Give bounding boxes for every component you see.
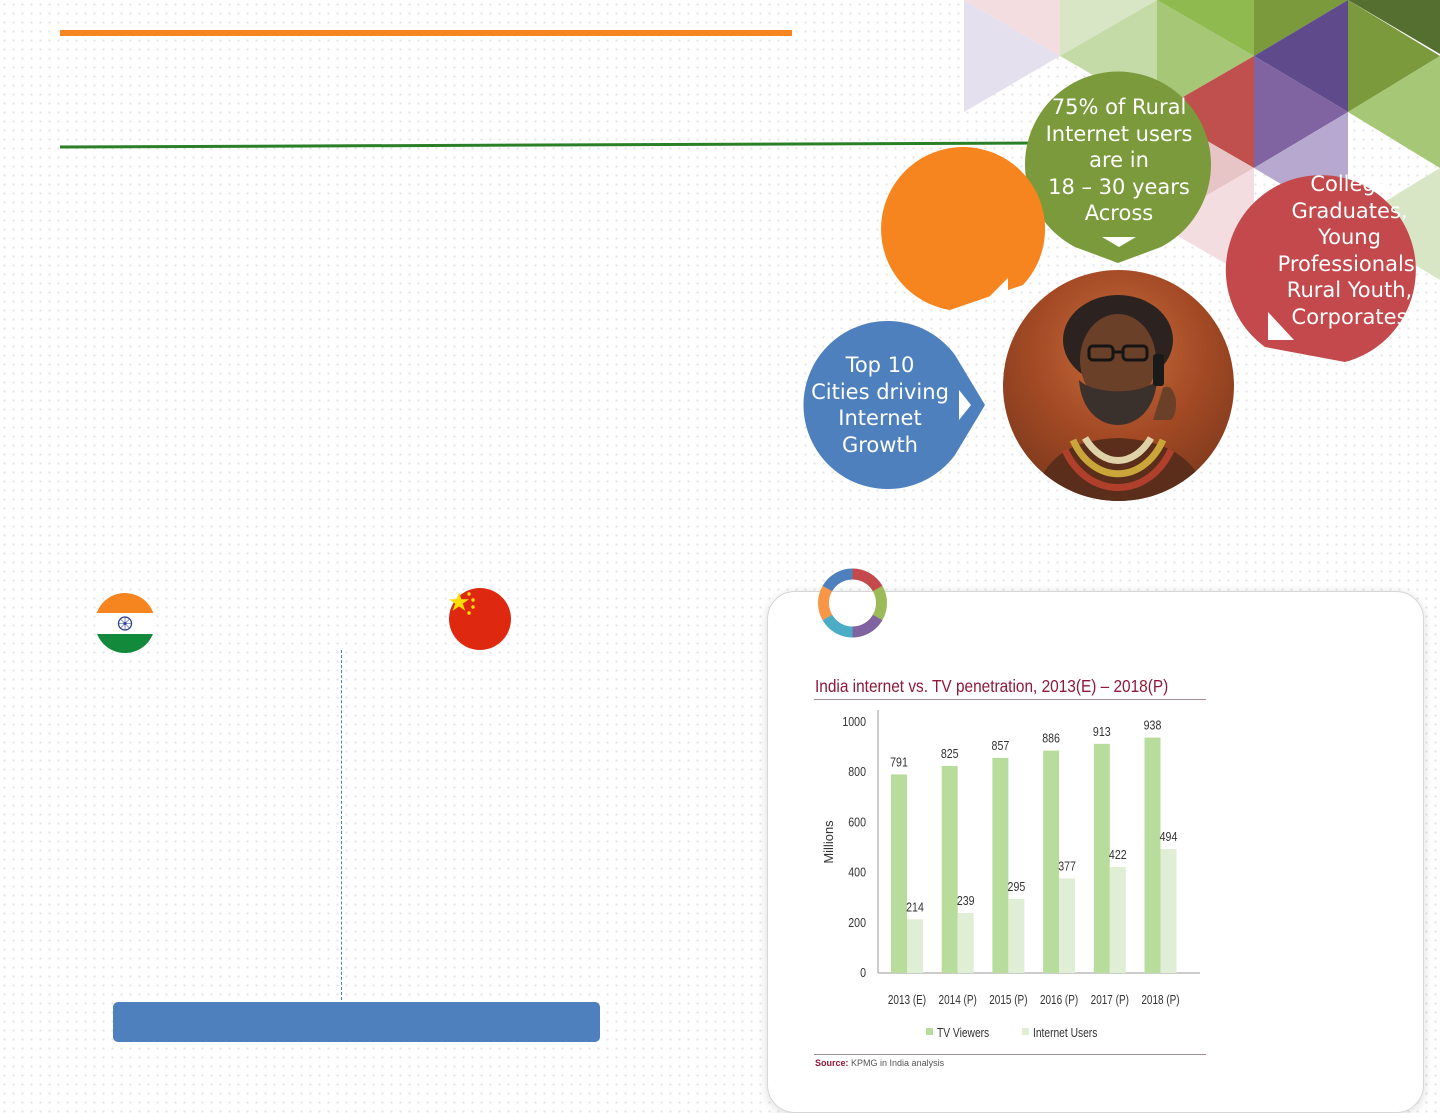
data-label: 295 [1008, 880, 1026, 894]
y-tick-label: 200 [848, 916, 866, 930]
data-label: 214 [906, 901, 924, 915]
segments-bubble [1225, 175, 1416, 362]
chart-axes: 0 200 400 600 800 1000 Millions 2013 (E) 2014 (P… [821, 710, 1200, 1007]
data-label: 938 [1144, 719, 1162, 733]
legend-label: Internet Users [1033, 1027, 1098, 1040]
y-tick-label: 400 [848, 866, 866, 880]
y-axis-label: Millions [821, 820, 836, 864]
legend-swatch [1022, 1028, 1029, 1035]
legend-swatch [926, 1028, 933, 1035]
cities-line-2: Cities driving [811, 379, 949, 404]
cities-line-1: Top 10 [845, 353, 915, 377]
bar-internet [907, 919, 923, 973]
decoration-layer [59, 0, 1440, 653]
orange-bubble-pointer-icon [989, 278, 1008, 297]
rural-line-5: Across [1084, 201, 1154, 225]
bar-chart: 0 200 400 600 800 1000 Millions 2013 (E) 2014 (P… [821, 710, 1200, 1040]
bar-internet [1008, 898, 1025, 973]
chart-source: Source: KPMG in India analysis [815, 1058, 944, 1068]
data-label: 494 [1160, 830, 1178, 844]
bar-internet [1059, 878, 1076, 973]
bar-tv [1043, 750, 1060, 973]
rural-users-bubble [1025, 71, 1211, 263]
y-tick-label: 1000 [842, 715, 866, 729]
segments-line-2: Graduates, [1291, 198, 1408, 223]
chart-bars [891, 737, 1177, 973]
rural-line-1: 75% of Rural [1051, 95, 1187, 119]
x-tick-label: 2015 (P) [989, 994, 1027, 1007]
header-orange-rule [60, 30, 792, 36]
bar-internet [1109, 867, 1126, 973]
triangle-mosaic [964, 0, 1440, 280]
rural-line-3: are in [1089, 148, 1149, 172]
y-tick-label: 600 [848, 816, 866, 830]
segments-line-1: College [1310, 172, 1389, 196]
x-tick-label: 2013 (E) [888, 994, 926, 1007]
rural-users-text: 75% of Rural Internet users are in 18 – … [1028, 94, 1210, 227]
data-label: 791 [890, 756, 908, 770]
chart-labels: 791 214 825 239 857 295 886 377 913 422 938 494 [890, 719, 1178, 915]
bar-internet [957, 913, 974, 973]
cities-line-4: Growth [841, 432, 918, 457]
data-label: 239 [957, 894, 975, 908]
data-label: 825 [941, 747, 959, 761]
comparison-banner [113, 1002, 600, 1042]
donut-chart-icon [818, 568, 887, 638]
cities-text: Top 10 Cities driving Internet Growth [800, 352, 960, 458]
orange-bubble [881, 147, 1046, 310]
photo-illustration [1033, 295, 1208, 501]
data-label: 913 [1093, 725, 1111, 739]
segments-line-4: Professionals, [1277, 251, 1422, 276]
y-tick-label: 0 [860, 966, 866, 980]
source-text: KPMG in India analysis [851, 1058, 945, 1068]
segments-line-6: Corporates [1291, 304, 1408, 329]
bar-tv [891, 774, 907, 973]
rural-line-4: 18 – 30 years [1048, 174, 1190, 199]
bar-tv [941, 765, 958, 973]
india-flag [95, 593, 155, 653]
segments-line-3: Young [1318, 225, 1381, 249]
segments-text: College Graduates, Young Professionals, … [1259, 171, 1440, 330]
chart-legend: TV Viewers Internet Users [926, 1027, 1098, 1040]
x-tick-label: 2018 (P) [1141, 994, 1179, 1007]
y-tick-label: 800 [848, 765, 866, 779]
data-label: 377 [1058, 860, 1076, 874]
man-on-phone-photo [1003, 270, 1234, 501]
segments-line-5: Rural Youth, [1286, 278, 1413, 302]
segments-bubble-pointer-icon [1268, 312, 1294, 340]
source-rule [814, 1054, 1206, 1055]
x-tick-label: 2016 (P) [1040, 994, 1078, 1007]
rural-bubble-pointer-icon [1102, 237, 1136, 247]
data-label: 857 [992, 739, 1010, 753]
chart-title-rule [814, 699, 1206, 700]
rural-line-2: Internet users [1045, 121, 1193, 146]
bar-tv [1144, 737, 1161, 973]
bar-tv [992, 757, 1009, 973]
header-green-rule [59, 141, 1041, 149]
bar-internet [1160, 849, 1177, 973]
data-label: 422 [1109, 848, 1127, 862]
comparison-divider [341, 650, 342, 1000]
legend-label: TV Viewers [937, 1027, 989, 1040]
cities-line-3: Internet [838, 406, 922, 430]
x-tick-label: 2017 (P) [1091, 994, 1129, 1007]
china-flag [449, 588, 511, 650]
data-label: 886 [1042, 732, 1060, 746]
bar-tv [1093, 743, 1110, 973]
x-tick-label: 2014 (P) [939, 994, 977, 1007]
source-label: Source: [815, 1058, 849, 1068]
chart-title: India internet vs. TV penetration, 2013(… [815, 676, 1169, 696]
cities-bubble-pointer-icon [959, 390, 971, 420]
cities-bubble [803, 321, 985, 490]
